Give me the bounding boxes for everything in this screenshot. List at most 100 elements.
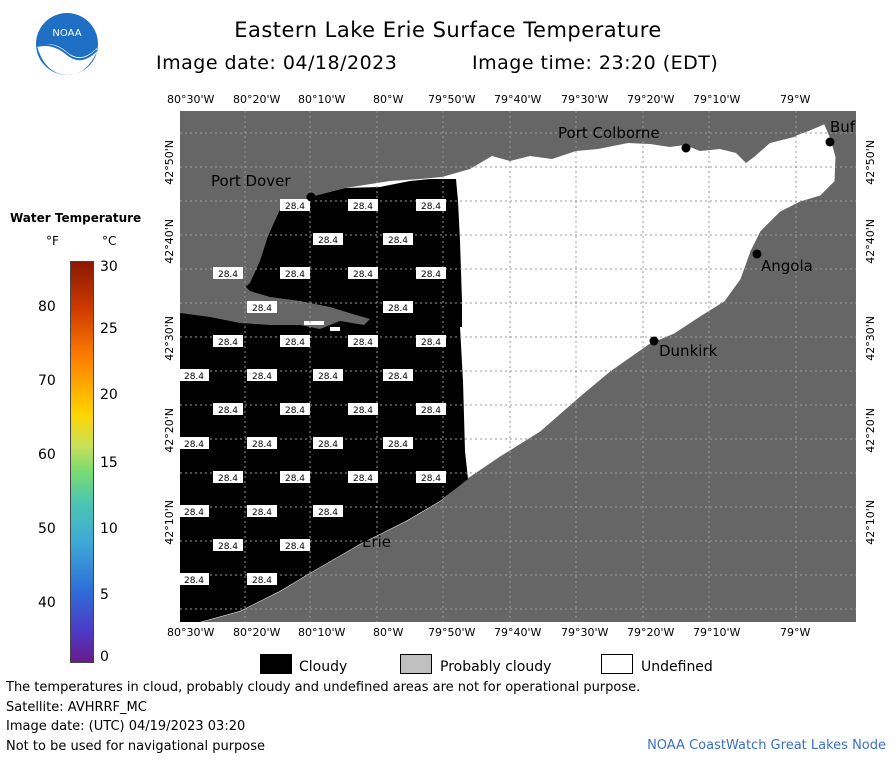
lat-tick: 42°50'N — [864, 140, 877, 185]
lat-tick: 42°30'N — [864, 316, 877, 361]
lat-tick: 42°10'N — [864, 500, 877, 545]
satellite-info: Satellite: AVHRRF_MC — [6, 700, 147, 715]
c-label: 0 — [100, 649, 109, 665]
temperature-cell-label: 28.4 — [353, 270, 373, 280]
cell-label-bg — [416, 267, 446, 279]
place-label: Angola — [761, 257, 813, 275]
cell-label-bg — [383, 233, 413, 245]
cell-label-bg — [280, 335, 310, 347]
cell-label-bg — [280, 403, 310, 415]
temperature-cell-label: 28.4 — [318, 440, 338, 450]
place-label: Dunkirk — [659, 342, 718, 360]
f-label: 60 — [38, 447, 56, 463]
cell-label-bg — [348, 403, 378, 415]
cell-label-bg — [247, 573, 277, 585]
lon-tick: 80°30'W — [167, 93, 215, 106]
temperature-cell-label: 28.4 — [388, 236, 408, 246]
cell-label-bg — [383, 369, 413, 381]
temperature-cell-label: 28.4 — [421, 474, 441, 484]
lat-tick: 42°30'N — [163, 316, 176, 361]
temperature-cell-label: 28.4 — [184, 440, 204, 450]
image-date: Image date: 04/18/2023 — [156, 52, 398, 74]
temperature-cell-label: 28.4 — [285, 542, 305, 552]
temperature-cell-label: 28.4 — [318, 508, 338, 518]
place-label: Buf — [830, 118, 856, 136]
c-label: 30 — [100, 259, 118, 275]
key-label-probably-cloudy: Probably cloudy — [440, 659, 552, 675]
cell-label-bg — [213, 335, 243, 347]
key-swatch-undefined — [601, 654, 633, 674]
lat-tick: 42°10'N — [163, 500, 176, 545]
lon-tick: 79°40'W — [494, 93, 542, 106]
port-colborne-marker — [681, 143, 691, 153]
cell-label-bg — [247, 437, 277, 449]
cell-label-bg — [280, 539, 310, 551]
cell-label-bg — [416, 199, 446, 211]
cell-label-bg — [180, 369, 209, 381]
lon-tick: 79°10'W — [693, 626, 741, 639]
cell-label-bg — [383, 437, 413, 449]
cell-label-bg — [213, 267, 243, 279]
lon-tick: 80°30'W — [167, 626, 215, 639]
map-panel: 28.4 28.4 28.4 28.4 28.4 28.4 28.4 28.4 28.4 28.4… — [180, 111, 856, 622]
temperature-cell-label: 28.4 — [218, 338, 238, 348]
lon-tick: 80°10'W — [298, 93, 346, 106]
lat-tick: 42°40'N — [864, 219, 877, 264]
cell-label-bg — [313, 369, 343, 381]
temperature-cell-label: 28.4 — [218, 474, 238, 484]
temperature-cell-label: 28.4 — [318, 372, 338, 382]
credit-link[interactable]: NOAA CoastWatch Great Lakes Node — [647, 738, 886, 753]
c-label: 10 — [100, 521, 118, 537]
cell-label-bg — [213, 471, 243, 483]
lon-tick: 79°30'W — [561, 93, 609, 106]
f-label: 80 — [38, 299, 56, 315]
lon-tick: 79°20'W — [627, 626, 675, 639]
lon-tick: 79°W — [780, 626, 811, 639]
cell-label-bg — [313, 233, 343, 245]
temperature-cell-label: 28.4 — [421, 406, 441, 416]
cell-label-bg — [313, 437, 343, 449]
temperature-cell-label: 28.4 — [421, 202, 441, 212]
cell-label-bg — [313, 505, 343, 517]
temperature-cell-label: 28.4 — [252, 372, 272, 382]
temperature-cell-label: 28.4 — [421, 338, 441, 348]
lon-tick: 79°50'W — [428, 626, 476, 639]
cell-label-bg — [280, 471, 310, 483]
buffalo-marker — [825, 137, 835, 147]
lat-tick: 42°20'N — [163, 408, 176, 453]
unit-celsius: °C — [102, 234, 117, 248]
cell-label-bg — [180, 573, 209, 585]
c-label: 15 — [100, 455, 118, 471]
temperature-cell-label: 28.4 — [353, 338, 373, 348]
key-swatch-cloudy — [260, 654, 292, 674]
disclaimer-note: The temperatures in cloud, probably clou… — [6, 680, 641, 695]
temperature-cell-label: 28.4 — [388, 440, 408, 450]
c-label: 5 — [100, 587, 109, 603]
lon-tick: 80°20'W — [233, 626, 281, 639]
cell-label-bg — [416, 471, 446, 483]
place-label: Port Colborne — [558, 124, 660, 142]
lon-tick: 79°20'W — [627, 93, 675, 106]
utc-date: Image date: (UTC) 04/19/2023 03:20 — [6, 719, 246, 734]
temperature-cell-label: 28.4 — [285, 406, 305, 416]
temperature-cell-label: 28.4 — [388, 304, 408, 314]
cell-label-bg — [348, 471, 378, 483]
temperature-cell-label: 28.4 — [184, 508, 204, 518]
c-label: 20 — [100, 387, 118, 403]
key-swatch-probably-cloudy — [400, 654, 432, 674]
port-dover-marker — [306, 192, 316, 202]
cell-label-bg — [247, 369, 277, 381]
noaa-logo-text: NOAA — [52, 28, 81, 39]
temperature-cell-label: 28.4 — [388, 372, 408, 382]
c-label: 25 — [100, 321, 118, 337]
place-label: Erie — [362, 533, 391, 551]
temperature-cell-label: 28.4 — [353, 406, 373, 416]
cell-label-bg — [348, 335, 378, 347]
lon-tick: 79°10'W — [693, 93, 741, 106]
lon-tick: 79°50'W — [428, 93, 476, 106]
temperature-cell-label: 28.4 — [285, 202, 305, 212]
cell-label-bg — [213, 403, 243, 415]
erie-marker — [353, 526, 363, 536]
temperature-cell-label: 28.4 — [252, 440, 272, 450]
f-label: 50 — [38, 521, 56, 537]
